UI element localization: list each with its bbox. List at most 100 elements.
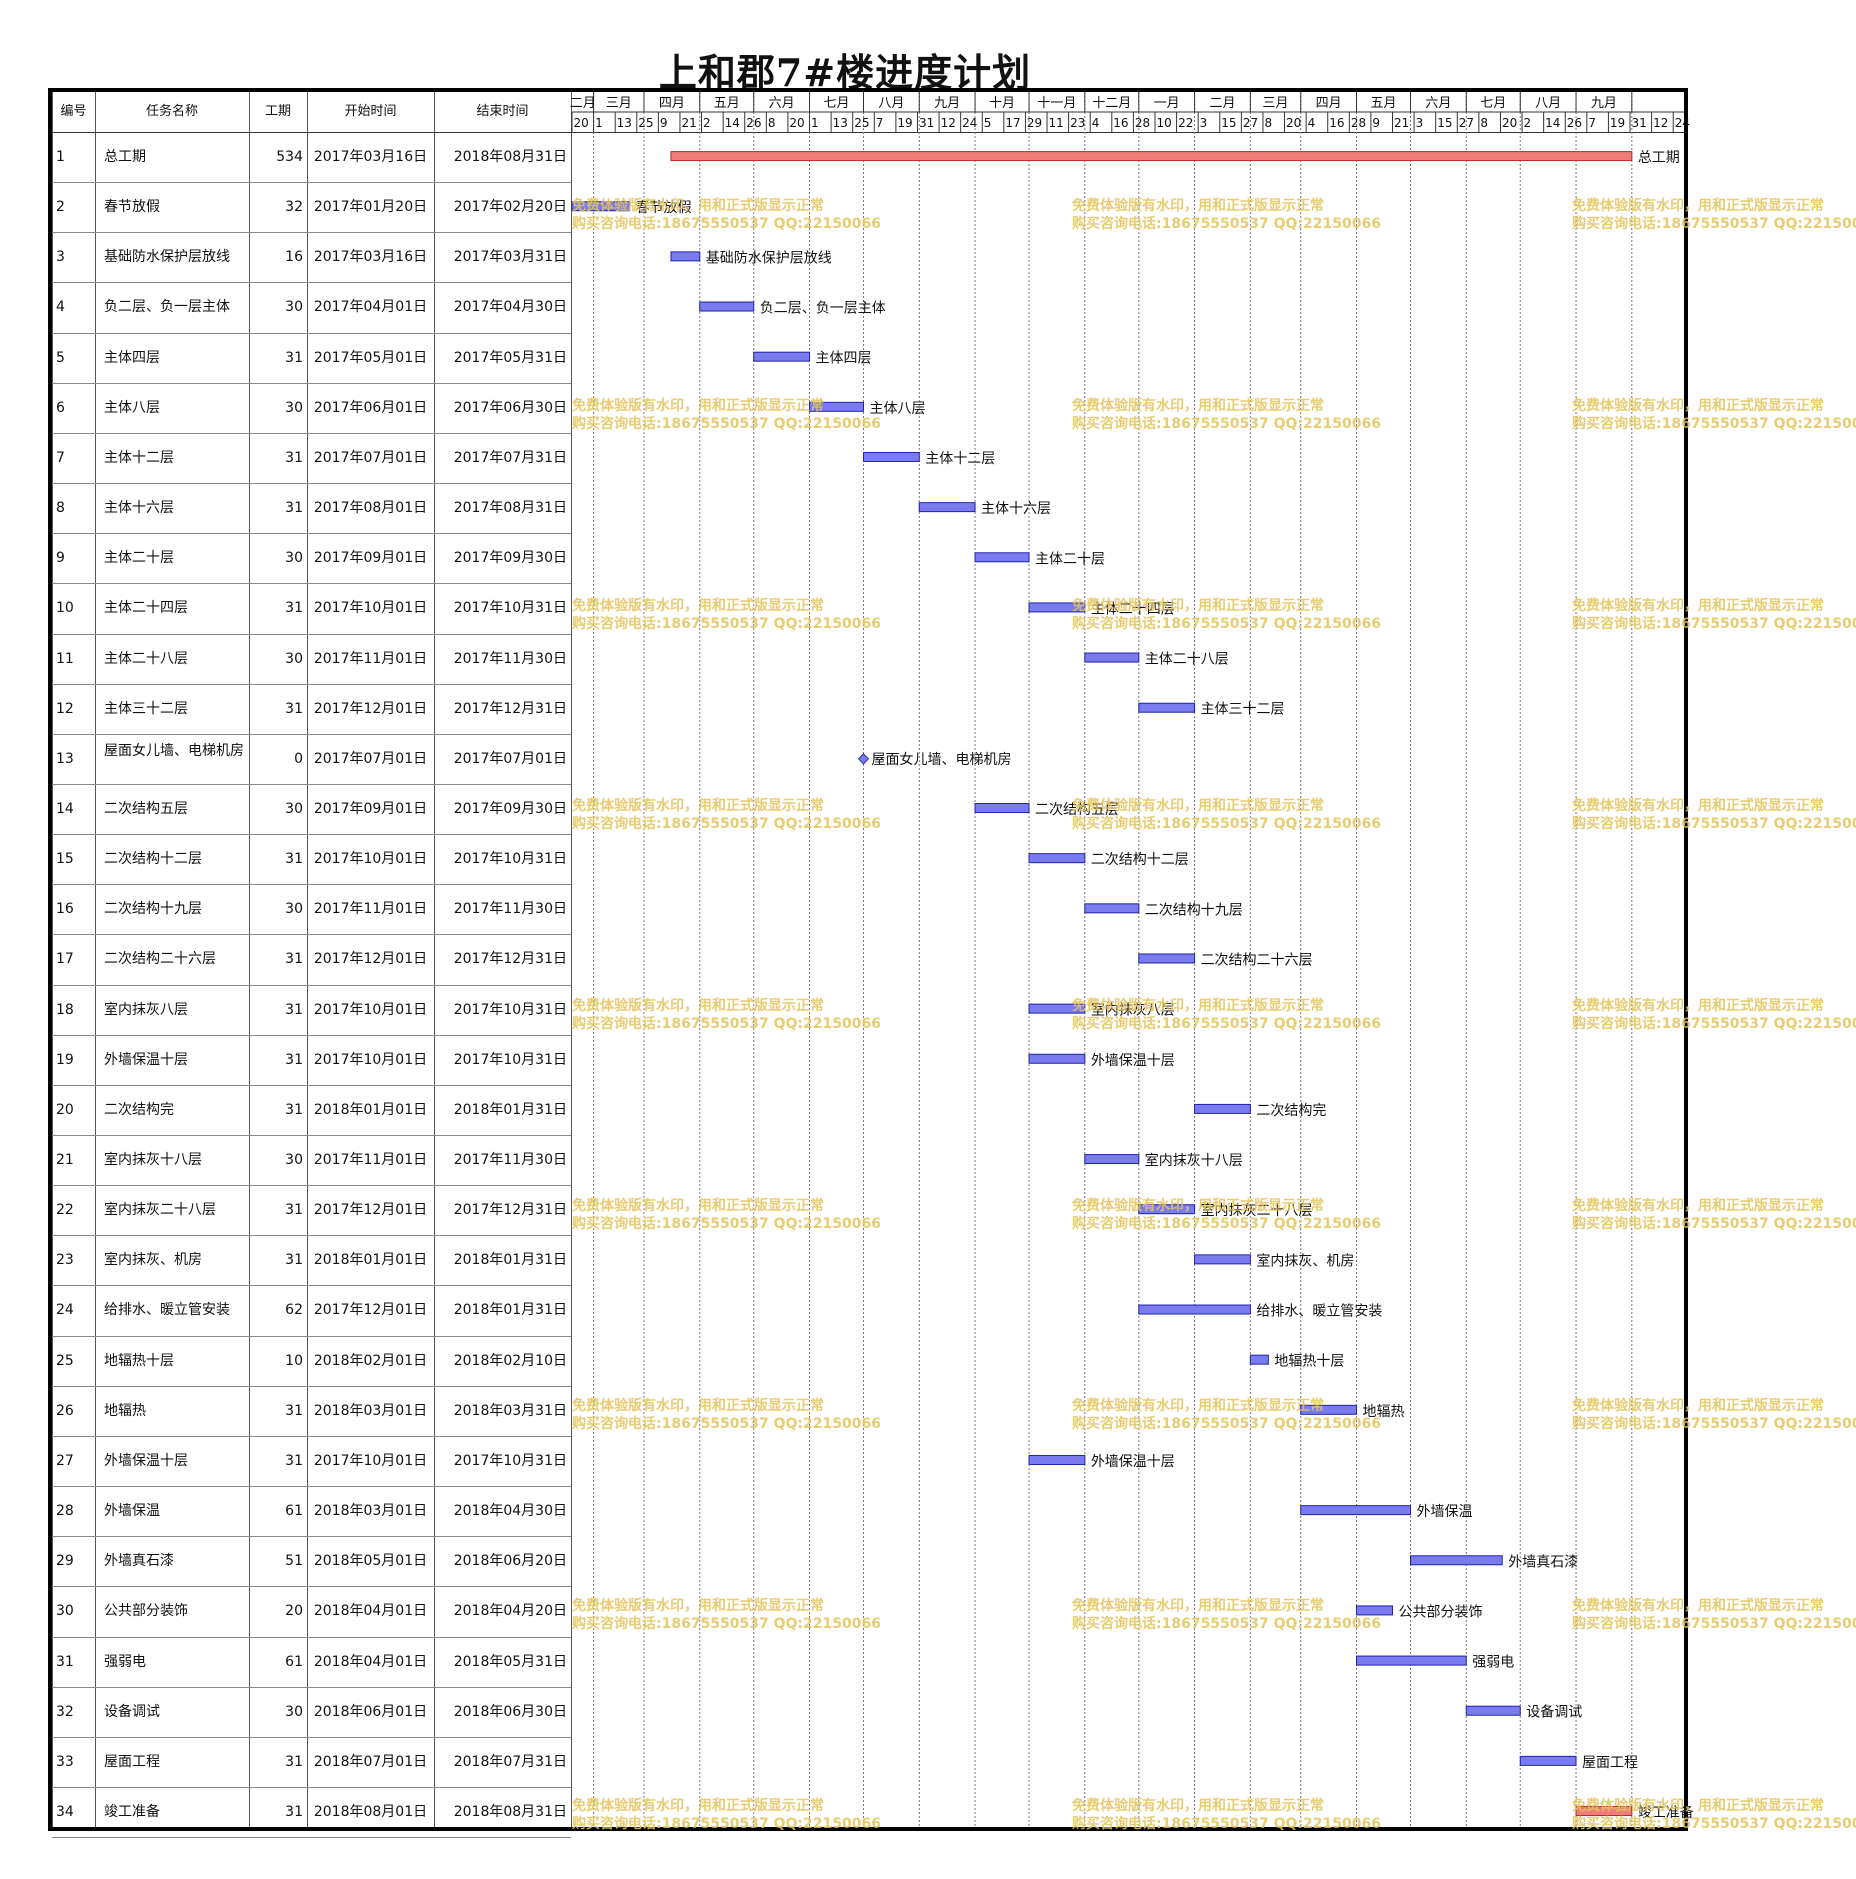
cell-name: 主体二十层 [104, 550, 174, 567]
bar-label: 公共部分装饰 [1399, 1604, 1483, 1620]
task-bar [1194, 1254, 1251, 1265]
cell-start: 2017年10月01日 [313, 1051, 428, 1068]
watermark-line2: 购买咨询电话:18675550537 QQ:22150066 [572, 215, 881, 232]
table-row: 16 二次结构十九层 30 2017年11月01日 2017年11月30日 [52, 884, 571, 934]
cell-duration: 61 [285, 1503, 303, 1520]
table-row-line [52, 182, 571, 184]
milestone-marker [857, 753, 870, 765]
cell-name: 主体四层 [104, 349, 160, 366]
watermark-line1: 免费体验版有水印，用和正式版显示正常 [1072, 1797, 1324, 1814]
cell-duration: 534 [276, 149, 303, 165]
table-column-line [249, 92, 250, 1827]
month-label: 四月 [1316, 96, 1342, 111]
cell-name: 地辐热十层 [104, 1352, 174, 1369]
watermark-line2: 购买咨询电话:18675550537 QQ:22150066 [1072, 215, 1381, 232]
task-bar [1519, 1755, 1577, 1766]
day-tick-label: 2 [703, 116, 711, 130]
cell-duration: 30 [285, 399, 303, 416]
cell-end: 2017年09月30日 [453, 550, 567, 567]
cell-id: 6 [56, 399, 65, 416]
watermark-line1: 免费体验版有水印，用和正式版显示正常 [1572, 1597, 1824, 1614]
task-bar [1028, 602, 1086, 613]
table-row-line [52, 1285, 571, 1287]
watermark-line1: 免费体验版有水印，用和正式版显示正常 [572, 1797, 824, 1814]
cell-name: 外墙保温十层 [104, 1051, 188, 1068]
task-bar [1409, 1555, 1503, 1566]
cell-end: 2017年11月30日 [453, 650, 567, 667]
month-label: 十一月 [1037, 96, 1076, 111]
cell-duration: 20 [285, 1603, 303, 1620]
task-bar [1138, 702, 1196, 713]
day-tick-label: 16 [1329, 116, 1344, 130]
cell-name: 二次结构十二层 [104, 851, 202, 868]
day-tick-label: 15 [1221, 116, 1236, 130]
month-label: 二月 [1209, 96, 1235, 111]
cell-end: 2017年11月30日 [453, 1152, 567, 1168]
task-bar [974, 552, 1030, 563]
table-column-line [434, 92, 435, 1827]
watermark-line1: 免费体验版有水印，用和正式版显示正常 [572, 1597, 824, 1614]
cell-duration: 31 [285, 951, 303, 968]
cell-id: 7 [56, 449, 65, 466]
day-tick-label: 16 [1113, 116, 1128, 130]
cell-duration: 61 [285, 1653, 303, 1670]
day-tick-label: 25 [638, 116, 653, 130]
cell-start: 2017年10月01日 [313, 851, 428, 868]
cell-end: 2017年10月31日 [453, 851, 567, 868]
table-row-line [52, 332, 571, 334]
cell-id: 3 [56, 249, 65, 266]
cell-start: 2017年12月01日 [313, 1302, 428, 1319]
cell-start: 2017年12月01日 [313, 700, 428, 717]
cell-start: 2017年10月01日 [313, 1452, 428, 1469]
table-row: 33 屋面工程 31 2018年07月01日 2018年07月31日 [52, 1737, 571, 1787]
cell-end: 2017年10月31日 [453, 1001, 567, 1018]
bar-label: 地辐热十层 [1274, 1354, 1344, 1370]
cell-id: 19 [56, 1051, 74, 1068]
day-tick-label: 31 [919, 116, 934, 130]
day-tick-label: 21 [1394, 116, 1409, 130]
page-title: 上和郡7#楼进度计划 [658, 50, 1032, 95]
cell-start: 2017年09月01日 [313, 550, 428, 567]
day-tick-label: 12 [1653, 116, 1668, 130]
cell-id: 22 [56, 1202, 74, 1219]
watermark-line1: 免费体验版有水印，用和正式版显示正常 [1072, 797, 1324, 814]
watermark-line1: 免费体验版有水印，用和正式版显示正常 [1572, 1797, 1824, 1814]
month-label: 九月 [1591, 96, 1617, 111]
day-tick-label: 11 [1049, 116, 1064, 130]
cell-start: 2017年10月01日 [313, 1001, 428, 1018]
cell-duration: 31 [285, 1101, 303, 1118]
task-bar [571, 201, 631, 212]
table-row-line [52, 1185, 571, 1187]
cell-duration: 30 [285, 550, 303, 567]
watermark-line2: 购买咨询电话:18675550537 QQ:22150066 [1572, 1015, 1856, 1032]
table-row: 19 外墙保温十层 31 2017年10月01日 2017年10月31日 [52, 1035, 571, 1085]
cell-end: 2017年09月30日 [453, 800, 567, 817]
table-row: 17 二次结构二十六层 31 2017年12月01日 2017年12月31日 [52, 934, 571, 984]
bar-label: 二次结构五层 [1035, 802, 1119, 818]
table-row-line [52, 934, 571, 936]
cell-id: 30 [56, 1603, 74, 1620]
day-tick-label: 9 [1372, 116, 1380, 130]
cell-name: 基础防水保护层放线 [104, 249, 230, 266]
watermark-line1: 免费体验版有水印，用和正式版显示正常 [1572, 597, 1824, 614]
cell-duration: 16 [285, 249, 303, 266]
day-tick-label: 8 [1480, 116, 1488, 130]
task-bar [1028, 853, 1086, 864]
table-row: 2 春节放假 32 2017年01月20日 2017年02月20日 [52, 182, 571, 232]
table-row: 31 强弱电 61 2018年04月01日 2018年05月31日 [52, 1637, 571, 1687]
watermark-line1: 免费体验版有水印，用和正式版显示正常 [572, 1397, 824, 1414]
cell-duration: 30 [285, 1152, 303, 1168]
col-header-start: 开始时间 [344, 104, 397, 119]
bar-label: 负二层、负一层主体 [760, 301, 886, 317]
cell-end: 2018年02月10日 [453, 1352, 567, 1369]
bar-label: 主体二十层 [1035, 551, 1105, 567]
cell-start: 2018年05月01日 [313, 1553, 428, 1570]
cell-end: 2017年12月31日 [453, 951, 567, 968]
day-tick-label: 28 [1351, 116, 1366, 130]
task-bar [699, 301, 755, 312]
watermark-line1: 免费体验版有水印，用和正式版显示正常 [1072, 597, 1324, 614]
cell-name: 主体二十八层 [104, 650, 188, 667]
cell-id: 8 [56, 500, 65, 517]
task-bar [1028, 1003, 1086, 1014]
watermark-line1: 免费体验版有水印，用和正式版显示正常 [1072, 997, 1324, 1014]
